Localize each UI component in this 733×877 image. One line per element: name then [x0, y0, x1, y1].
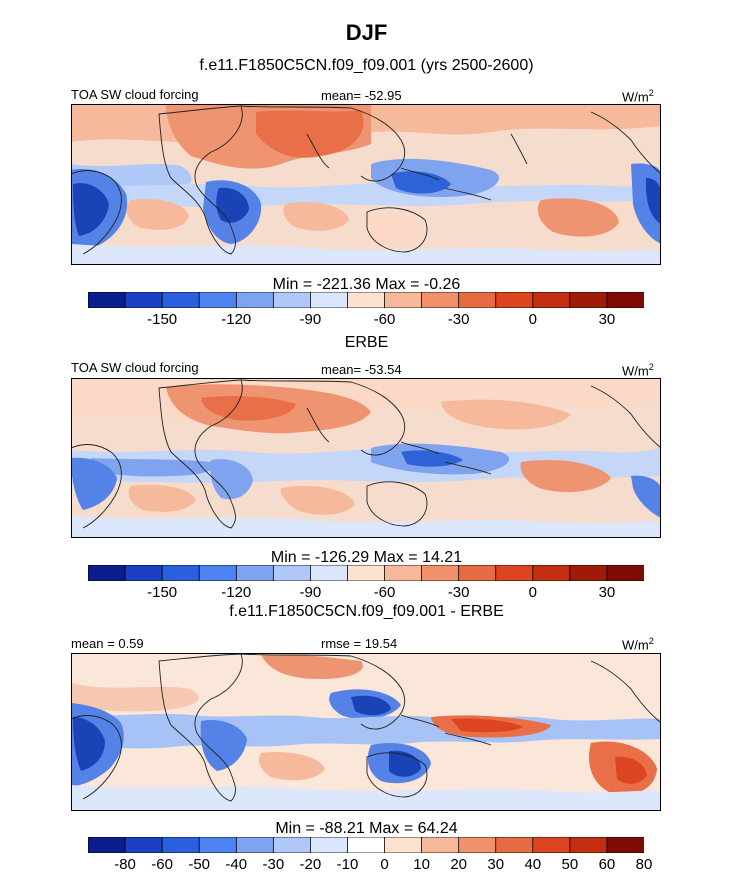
colorbar-swatch	[347, 292, 386, 308]
colorbar-swatch	[198, 837, 238, 853]
colorbar-tick-label: -150	[147, 584, 178, 601]
colorbar-tick-label: -60	[151, 856, 173, 873]
colorbar-swatch	[606, 837, 644, 853]
colorbar-tick-label: 20	[450, 856, 467, 873]
panel-2-colorbar	[88, 565, 644, 581]
colorbar-swatch	[458, 565, 497, 581]
colorbar-swatch	[198, 292, 238, 308]
colorbar-swatch	[458, 292, 497, 308]
panel-3-colorbar	[88, 837, 644, 853]
colorbar-swatch	[495, 565, 534, 581]
colorbar-swatch	[88, 837, 126, 853]
colorbar-swatch	[272, 837, 312, 853]
colorbar-swatch	[458, 837, 497, 853]
colorbar-tick-label: 0	[380, 856, 389, 873]
colorbar-swatch	[384, 837, 423, 853]
colorbar-swatch	[161, 565, 201, 581]
panel-3-colorbar-labels: -80 -60 -50 -40 -30 -20 -10 0 10 20 30 40 50 60 80	[88, 856, 652, 874]
colorbar-swatch	[124, 292, 164, 308]
colorbar-swatch	[532, 292, 571, 308]
colorbar-swatch	[606, 292, 644, 308]
colorbar-swatch	[309, 837, 349, 853]
colorbar-tick-label: 10	[413, 856, 430, 873]
colorbar-swatch	[384, 565, 423, 581]
colorbar-swatch	[569, 565, 608, 581]
panel-3-min-max: Min = -88.21 Max = 64.24	[275, 820, 458, 837]
colorbar-tick-label: -30	[262, 856, 285, 873]
panel-1-colorbar-labels: -150 -120 -90 -60 -30 0 30	[88, 311, 644, 329]
colorbar-tick-label: -150	[147, 311, 178, 328]
colorbar-swatch	[569, 292, 608, 308]
panel-3-mean-label: mean = 0.59	[71, 636, 144, 651]
colorbar-tick-label: -50	[188, 856, 211, 873]
colorbar-swatch	[124, 565, 164, 581]
colorbar-swatch	[495, 292, 534, 308]
colorbar-swatch	[421, 292, 460, 308]
figure-title: DJF	[345, 20, 388, 45]
colorbar-swatch	[347, 565, 386, 581]
panel-3-map	[71, 653, 661, 811]
colorbar-tick-label: -80	[114, 856, 136, 873]
panel-2-variable-label: TOA SW cloud forcing	[71, 360, 199, 375]
colorbar-tick-label: -90	[299, 584, 322, 601]
panel-3-title: f.e11.F1850C5CN.f09_f09.001 - ERBE	[229, 603, 504, 620]
panel-1-mean-label: mean= -52.95	[321, 88, 402, 103]
colorbar-tick-label: 50	[561, 856, 579, 873]
panel-1-min-max: Min = -221.36 Max = -0.26	[272, 276, 461, 293]
colorbar-swatch	[235, 837, 275, 853]
colorbar-tick-label: -60	[373, 584, 396, 601]
colorbar-swatch	[569, 837, 608, 853]
colorbar-tick-label: -120	[221, 311, 252, 328]
colorbar-tick-label: -90	[299, 311, 322, 328]
colorbar-swatch	[124, 837, 164, 853]
colorbar-tick-label: 80	[635, 856, 653, 873]
colorbar-tick-label: 0	[528, 311, 537, 328]
panel-1-variable-label: TOA SW cloud forcing	[71, 87, 199, 102]
colorbar-swatch	[88, 565, 126, 581]
colorbar-swatch	[198, 565, 238, 581]
colorbar-swatch	[495, 837, 534, 853]
colorbar-swatch	[309, 292, 349, 308]
colorbar-tick-label: -30	[447, 311, 470, 328]
colorbar-swatch	[235, 565, 275, 581]
panel-2-min-max: Min = -126.29 Max = 14.21	[270, 549, 463, 566]
colorbar-swatch	[309, 565, 349, 581]
colorbar-tick-label: -20	[299, 856, 322, 873]
colorbar-tick-label: -30	[447, 584, 470, 601]
panel-2-map	[71, 378, 661, 538]
colorbar-swatch	[606, 565, 644, 581]
panel-2-mean-label: mean= -53.54	[321, 362, 402, 377]
colorbar-swatch	[161, 292, 201, 308]
panel-2-units: W/m2	[622, 362, 654, 379]
colorbar-swatch	[235, 292, 275, 308]
colorbar-tick-label: 0	[528, 584, 537, 601]
colorbar-swatch	[272, 292, 312, 308]
panel-1-title: f.e11.F1850C5CN.f09_f09.001 (yrs 2500-26…	[199, 57, 534, 74]
colorbar-swatch	[347, 837, 386, 853]
colorbar-swatch	[384, 292, 423, 308]
colorbar-tick-label: 40	[524, 856, 542, 873]
colorbar-tick-label: -10	[336, 856, 359, 873]
panel-3-rmse-label: rmse = 19.54	[321, 636, 398, 651]
colorbar-tick-label: 60	[598, 856, 616, 873]
colorbar-swatch	[532, 565, 571, 581]
colorbar-swatch	[88, 292, 126, 308]
colorbar-tick-label: -120	[221, 584, 252, 601]
panel-3-units: W/m2	[622, 636, 654, 653]
panel-1-units: W/m2	[622, 88, 654, 105]
panel-2-colorbar-labels: -150 -120 -90 -60 -30 0 30	[88, 584, 644, 602]
colorbar-swatch	[421, 837, 460, 853]
colorbar-tick-label: 30	[598, 311, 616, 328]
colorbar-tick-label: -60	[373, 311, 396, 328]
panel-2-title: ERBE	[344, 334, 389, 351]
colorbar-swatch	[532, 837, 571, 853]
colorbar-swatch	[272, 565, 312, 581]
colorbar-tick-label: 30	[487, 856, 505, 873]
panel-1-colorbar	[88, 292, 644, 308]
panel-1-map	[71, 104, 661, 265]
colorbar-tick-label: 30	[598, 584, 616, 601]
colorbar-swatch	[161, 837, 201, 853]
colorbar-tick-label: -40	[225, 856, 248, 873]
colorbar-swatch	[421, 565, 460, 581]
